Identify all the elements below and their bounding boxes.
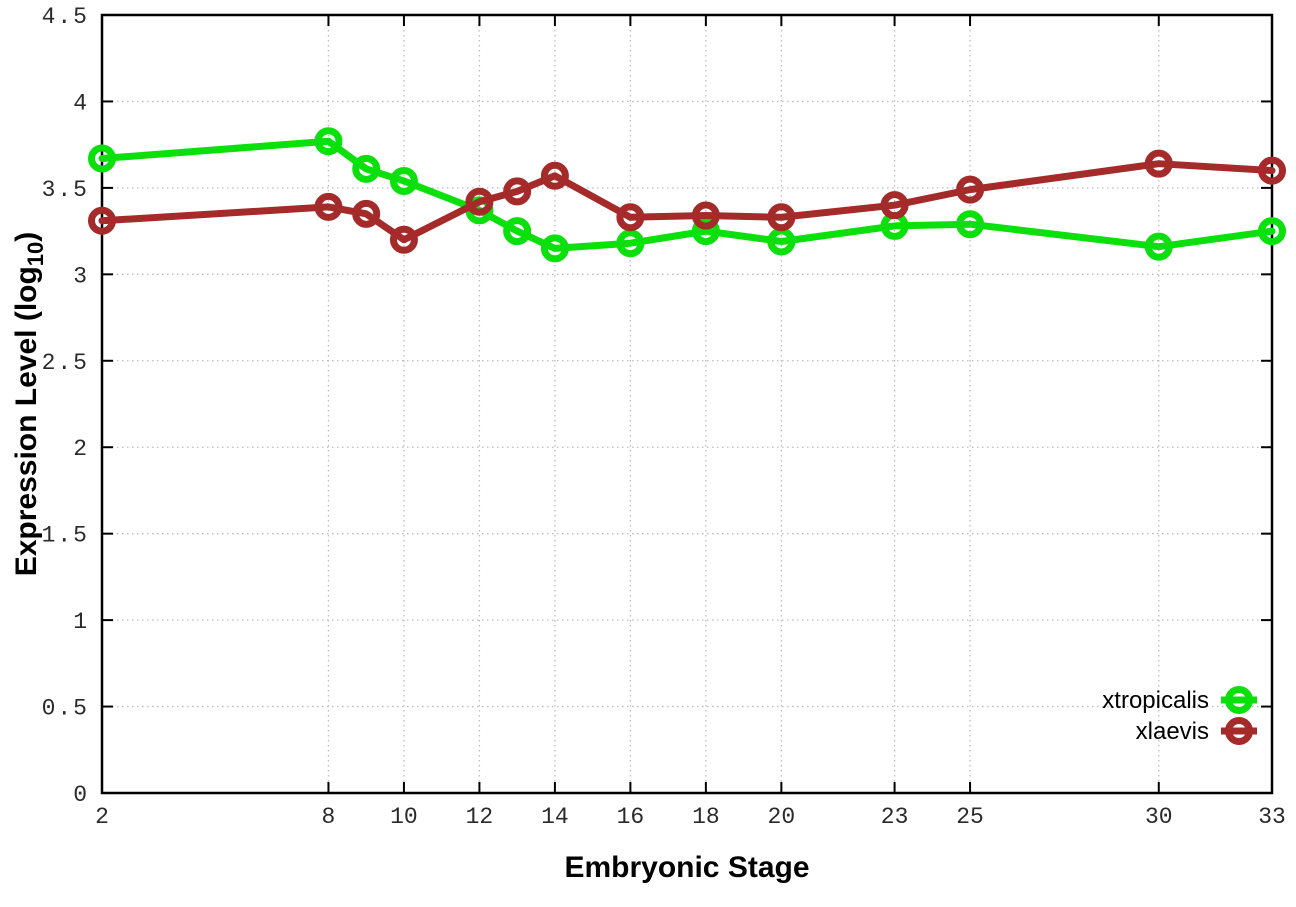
y-tick-label: 1 bbox=[73, 609, 89, 635]
legend-sample-marker-xtropicalis bbox=[1225, 686, 1253, 714]
y-tick-label: 3.5 bbox=[42, 177, 89, 203]
data-point-marker-xtropicalis bbox=[503, 217, 532, 246]
data-point-marker-xtropicalis bbox=[540, 234, 569, 263]
x-tick-label: 25 bbox=[956, 804, 984, 830]
x-axis-label: Embryonic Stage bbox=[564, 851, 809, 884]
data-point-marker-xtropicalis bbox=[352, 154, 381, 183]
data-point-marker-xlaevis bbox=[314, 192, 343, 221]
x-tick-label: 30 bbox=[1145, 804, 1173, 830]
data-point-marker-xlaevis bbox=[503, 177, 532, 206]
x-tick-label: 33 bbox=[1258, 804, 1286, 830]
data-point-marker-xtropicalis bbox=[1258, 217, 1286, 246]
legend-sample-marker-xlaevis bbox=[1225, 717, 1253, 745]
y-tick-label: 4 bbox=[73, 90, 89, 116]
data-point-marker-xtropicalis bbox=[88, 144, 116, 173]
data-point-marker-xtropicalis bbox=[616, 229, 645, 258]
data-point-marker-xlaevis bbox=[465, 187, 494, 216]
data-point-marker-xlaevis bbox=[880, 191, 909, 220]
data-point-marker-xtropicalis bbox=[956, 210, 985, 239]
y-tick-label: 3 bbox=[73, 263, 89, 289]
y-tick-label: 0.5 bbox=[42, 696, 89, 722]
data-point-marker-xlaevis bbox=[389, 225, 418, 254]
data-point-marker-xtropicalis bbox=[1144, 232, 1173, 261]
y-axis-label: Expression Level (log10) bbox=[10, 232, 48, 577]
data-point-marker-xlaevis bbox=[1258, 156, 1286, 185]
series-line-xlaevis bbox=[98, 160, 1276, 244]
data-point-marker-xlaevis bbox=[956, 175, 985, 204]
data-point-marker-xtropicalis bbox=[691, 217, 720, 246]
x-tick-label: 16 bbox=[617, 804, 645, 830]
data-point-marker-xlaevis bbox=[352, 199, 381, 228]
data-point-marker-xlaevis bbox=[616, 203, 645, 232]
x-tick-label: 20 bbox=[768, 804, 796, 830]
x-tick-label: 12 bbox=[466, 804, 494, 830]
plot-border bbox=[100, 13, 1274, 795]
data-point-marker-xlaevis bbox=[1144, 149, 1173, 178]
x-tick-label: 14 bbox=[541, 804, 569, 830]
series-line-xtropicalis bbox=[98, 137, 1276, 252]
legend-label-xtropicalis: xtropicalis bbox=[1102, 687, 1209, 714]
x-tick-label: 10 bbox=[390, 804, 418, 830]
data-point-marker-xtropicalis bbox=[389, 166, 418, 195]
x-tick-label: 8 bbox=[322, 804, 336, 830]
data-point-marker-xlaevis bbox=[88, 206, 116, 235]
data-point-marker-xlaevis bbox=[767, 203, 796, 232]
data-point-marker-xlaevis bbox=[691, 201, 720, 230]
data-point-marker-xtropicalis bbox=[314, 127, 343, 156]
legend-label-xlaevis: xlaevis bbox=[1136, 718, 1209, 745]
x-tick-label: 18 bbox=[692, 804, 720, 830]
y-tick-label: 2.5 bbox=[42, 350, 89, 376]
x-tick-label: 23 bbox=[881, 804, 909, 830]
y-tick-label: 4.5 bbox=[42, 4, 89, 30]
x-tick-label: 2 bbox=[95, 804, 109, 830]
y-tick-label: 0 bbox=[73, 782, 89, 808]
y-tick-label: 2 bbox=[73, 436, 89, 462]
data-point-marker-xlaevis bbox=[540, 161, 569, 190]
y-tick-label: 1.5 bbox=[42, 523, 89, 549]
